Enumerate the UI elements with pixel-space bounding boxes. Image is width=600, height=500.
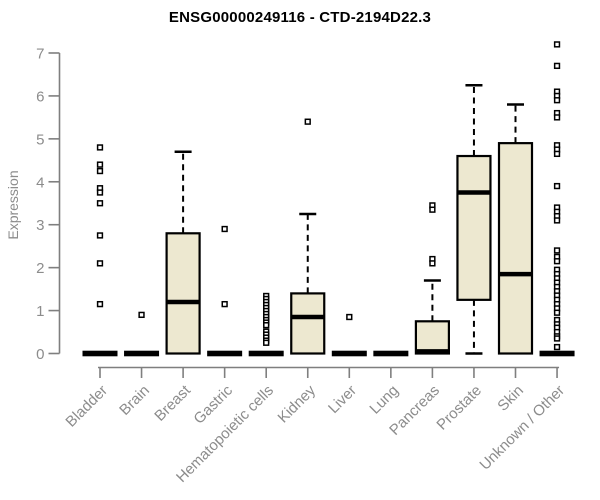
outlier-point	[221, 300, 228, 308]
outlier-point	[553, 182, 561, 190]
outlier-point	[553, 335, 561, 342]
outlier-point	[553, 62, 561, 70]
box-iqr	[414, 320, 450, 355]
y-tick-label: 7	[36, 45, 44, 62]
outlier-point	[304, 118, 311, 125]
y-tick-label: 4	[36, 174, 44, 191]
y-tick-label: 2	[36, 260, 44, 277]
boxplot-zero-bar	[124, 350, 160, 357]
outlier-point	[553, 309, 561, 316]
outlier-point	[96, 189, 104, 196]
outlier-point	[96, 232, 104, 239]
box-iqr	[497, 142, 534, 355]
outlier-point	[96, 161, 104, 168]
outlier-point	[553, 258, 561, 265]
box-iqr	[456, 154, 492, 301]
outlier-point	[96, 200, 104, 207]
boxplot-zero-bar	[331, 350, 367, 357]
outlier-point	[553, 114, 561, 121]
chart-title: ENSG00000249116 - CTD-2194D22.3	[168, 9, 432, 26]
outlier-point	[553, 343, 561, 351]
outlier-point	[138, 311, 145, 319]
boxplot-zero-bar	[248, 350, 284, 357]
y-tick-label: 5	[36, 131, 44, 148]
box-iqr	[290, 292, 326, 355]
outlier-point	[263, 322, 270, 329]
y-tick-label: 0	[36, 346, 44, 363]
box-iqr	[165, 232, 201, 355]
y-tick-label: 1	[36, 303, 44, 320]
outlier-point	[96, 167, 104, 175]
outlier-point	[553, 217, 561, 224]
outlier-point	[553, 97, 561, 104]
outlier-point	[221, 225, 228, 233]
outlier-point	[96, 260, 104, 267]
outlier-point	[96, 144, 104, 151]
outlier-point	[429, 206, 436, 213]
y-tick-label: 3	[36, 217, 44, 234]
y-tick-label: 6	[36, 88, 44, 105]
boxplot-zero-bar	[207, 350, 243, 357]
outlier-point	[96, 300, 104, 308]
boxplot-zero-bar	[82, 350, 118, 357]
outlier-point	[263, 339, 270, 346]
boxplot-zero-bar	[373, 350, 409, 357]
outlier-point	[553, 150, 561, 158]
outlier-point	[346, 313, 353, 321]
outlier-point	[429, 260, 436, 267]
outlier-point	[553, 247, 561, 254]
boxplot-zero-bar	[539, 350, 575, 357]
outlier-point	[553, 41, 561, 48]
